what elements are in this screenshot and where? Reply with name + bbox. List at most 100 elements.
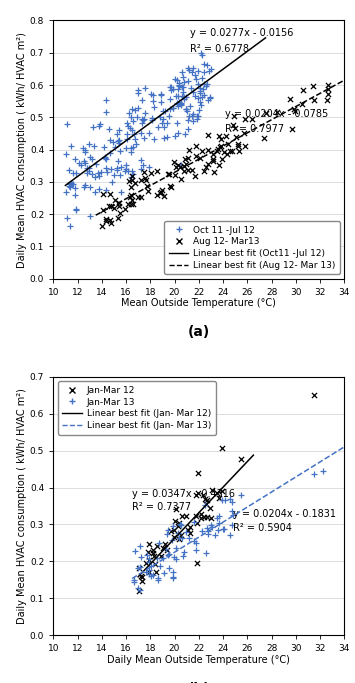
Point bbox=[173, 515, 178, 526]
Point bbox=[138, 570, 143, 581]
Point bbox=[116, 124, 122, 135]
Point bbox=[181, 76, 187, 87]
Point bbox=[123, 159, 129, 170]
Point bbox=[229, 497, 235, 507]
Point bbox=[242, 141, 247, 152]
Point bbox=[103, 95, 108, 106]
Point bbox=[94, 159, 99, 170]
Point bbox=[128, 143, 133, 154]
Point bbox=[158, 186, 164, 197]
Point bbox=[146, 565, 152, 576]
Point bbox=[135, 103, 141, 114]
Point bbox=[208, 520, 214, 531]
Point bbox=[118, 187, 124, 198]
Point bbox=[203, 547, 209, 558]
Point bbox=[87, 162, 92, 173]
Point bbox=[87, 182, 93, 193]
Point bbox=[261, 133, 267, 143]
Point bbox=[205, 525, 211, 536]
Point bbox=[311, 94, 316, 105]
Point bbox=[64, 119, 70, 130]
Point bbox=[239, 490, 244, 501]
Point bbox=[130, 115, 136, 126]
Point bbox=[191, 536, 197, 547]
Point bbox=[151, 134, 157, 145]
Point bbox=[145, 547, 151, 558]
Point bbox=[155, 121, 160, 132]
Point bbox=[139, 576, 145, 587]
Point bbox=[148, 560, 154, 571]
Point bbox=[118, 207, 123, 218]
Point bbox=[311, 81, 316, 92]
Point bbox=[138, 164, 144, 175]
Point bbox=[300, 85, 306, 96]
Point bbox=[175, 91, 181, 102]
Point bbox=[116, 135, 121, 146]
Point bbox=[192, 69, 197, 80]
Point bbox=[185, 75, 191, 86]
Point bbox=[125, 165, 130, 176]
Point bbox=[140, 160, 146, 171]
Point bbox=[185, 165, 191, 176]
Text: y = 0.0204x - 0.1831: y = 0.0204x - 0.1831 bbox=[233, 509, 336, 519]
Point bbox=[230, 119, 236, 130]
Point bbox=[161, 568, 166, 579]
Point bbox=[160, 113, 166, 124]
Point bbox=[150, 570, 156, 581]
Point bbox=[202, 79, 207, 89]
Point bbox=[207, 66, 212, 76]
Point bbox=[158, 89, 164, 100]
Point bbox=[164, 117, 170, 128]
Point bbox=[158, 89, 164, 100]
Point bbox=[223, 131, 229, 142]
Point bbox=[176, 81, 182, 92]
Point bbox=[155, 574, 160, 585]
Point bbox=[86, 165, 92, 176]
Point bbox=[164, 131, 170, 142]
Point bbox=[195, 467, 201, 478]
Point bbox=[93, 171, 98, 182]
Point bbox=[227, 145, 233, 156]
Point bbox=[200, 83, 206, 94]
Point bbox=[162, 106, 168, 117]
Point bbox=[193, 511, 198, 522]
Point bbox=[167, 103, 173, 114]
Point bbox=[117, 145, 122, 156]
Point bbox=[190, 165, 195, 176]
Point bbox=[108, 218, 114, 229]
Point bbox=[112, 194, 118, 205]
Point bbox=[186, 64, 192, 75]
Point bbox=[165, 525, 170, 536]
Point bbox=[132, 134, 137, 145]
Point bbox=[185, 106, 190, 117]
Point bbox=[201, 66, 207, 77]
Point bbox=[163, 544, 169, 555]
Point bbox=[82, 158, 88, 169]
Point bbox=[78, 160, 84, 171]
Point bbox=[160, 542, 166, 553]
Point bbox=[158, 551, 164, 562]
Point bbox=[324, 95, 330, 106]
Point bbox=[196, 105, 202, 116]
Point bbox=[124, 128, 130, 139]
Point bbox=[178, 160, 183, 171]
Point bbox=[180, 86, 186, 97]
Point bbox=[157, 112, 163, 123]
Point bbox=[190, 111, 195, 122]
Point bbox=[82, 146, 87, 157]
Y-axis label: Daily Mean HVAC consumption ( kWh/ HVAC m²): Daily Mean HVAC consumption ( kWh/ HVAC … bbox=[17, 31, 27, 268]
Point bbox=[116, 137, 122, 148]
Text: R² = 0.7377: R² = 0.7377 bbox=[132, 501, 191, 512]
Point bbox=[139, 114, 144, 125]
Point bbox=[97, 118, 103, 129]
Point bbox=[311, 390, 317, 401]
Point bbox=[182, 154, 188, 165]
Point bbox=[151, 550, 157, 561]
Point bbox=[175, 521, 181, 532]
Point bbox=[214, 145, 220, 156]
Point bbox=[170, 84, 176, 95]
Point bbox=[68, 141, 73, 152]
Point bbox=[150, 548, 155, 559]
Point bbox=[81, 156, 87, 167]
Point bbox=[135, 583, 141, 594]
